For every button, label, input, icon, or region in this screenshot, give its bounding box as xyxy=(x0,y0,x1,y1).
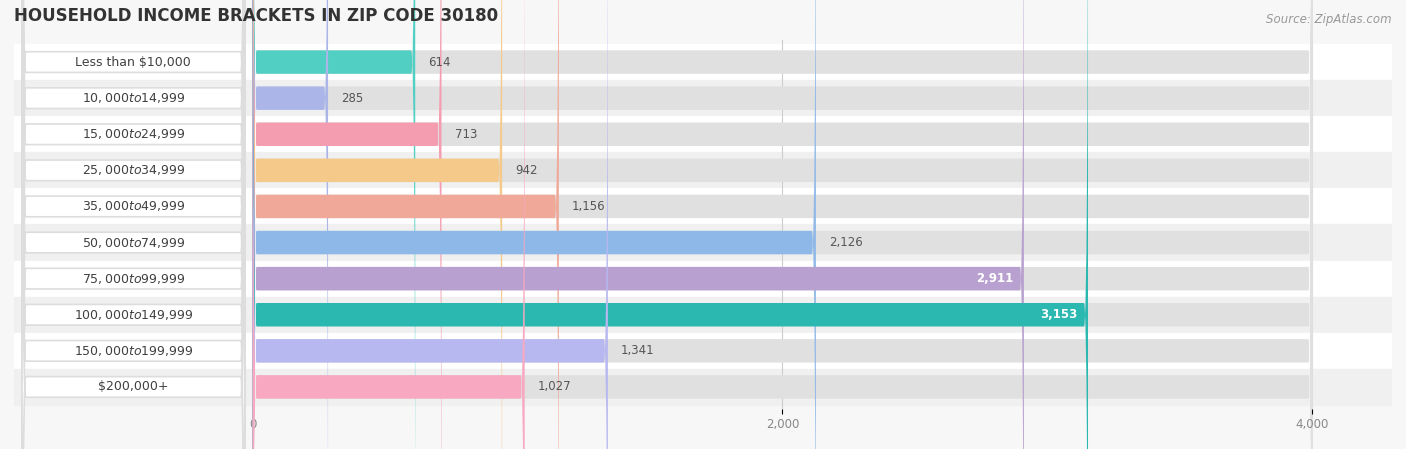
FancyBboxPatch shape xyxy=(253,0,1312,449)
Text: 1,027: 1,027 xyxy=(538,380,572,393)
Bar xyxy=(14,80,1392,116)
Text: 1,341: 1,341 xyxy=(621,344,655,357)
FancyBboxPatch shape xyxy=(253,0,1312,449)
FancyBboxPatch shape xyxy=(22,0,245,449)
Bar xyxy=(14,297,1392,333)
Bar xyxy=(14,260,1392,297)
FancyBboxPatch shape xyxy=(253,0,1312,449)
FancyBboxPatch shape xyxy=(253,0,524,449)
Text: $25,000 to $34,999: $25,000 to $34,999 xyxy=(82,163,186,177)
Text: 942: 942 xyxy=(516,164,538,177)
FancyBboxPatch shape xyxy=(22,0,245,449)
FancyBboxPatch shape xyxy=(22,0,245,449)
FancyBboxPatch shape xyxy=(22,0,245,449)
Text: $15,000 to $24,999: $15,000 to $24,999 xyxy=(82,127,186,141)
FancyBboxPatch shape xyxy=(253,0,607,449)
Text: $100,000 to $149,999: $100,000 to $149,999 xyxy=(73,308,193,322)
Bar xyxy=(14,152,1392,189)
FancyBboxPatch shape xyxy=(253,0,1312,449)
Text: 2,126: 2,126 xyxy=(830,236,863,249)
FancyBboxPatch shape xyxy=(22,0,245,449)
FancyBboxPatch shape xyxy=(253,0,328,449)
FancyBboxPatch shape xyxy=(253,0,441,449)
Bar xyxy=(14,333,1392,369)
FancyBboxPatch shape xyxy=(253,0,815,449)
FancyBboxPatch shape xyxy=(22,0,245,449)
FancyBboxPatch shape xyxy=(253,0,1312,449)
Bar xyxy=(14,369,1392,405)
FancyBboxPatch shape xyxy=(22,0,245,449)
FancyBboxPatch shape xyxy=(22,0,245,449)
FancyBboxPatch shape xyxy=(253,0,1312,449)
Text: $75,000 to $99,999: $75,000 to $99,999 xyxy=(82,272,186,286)
FancyBboxPatch shape xyxy=(22,0,245,449)
FancyBboxPatch shape xyxy=(253,0,1088,449)
Text: Source: ZipAtlas.com: Source: ZipAtlas.com xyxy=(1267,13,1392,26)
Text: $35,000 to $49,999: $35,000 to $49,999 xyxy=(82,199,186,213)
FancyBboxPatch shape xyxy=(253,0,415,449)
Text: $10,000 to $14,999: $10,000 to $14,999 xyxy=(82,91,186,105)
Text: 1,156: 1,156 xyxy=(572,200,606,213)
Text: 614: 614 xyxy=(429,56,451,69)
Text: $150,000 to $199,999: $150,000 to $199,999 xyxy=(73,344,193,358)
FancyBboxPatch shape xyxy=(22,0,245,449)
Text: 2,911: 2,911 xyxy=(976,272,1014,285)
Bar xyxy=(14,224,1392,260)
FancyBboxPatch shape xyxy=(253,0,1024,449)
FancyBboxPatch shape xyxy=(253,0,1312,449)
FancyBboxPatch shape xyxy=(253,0,1312,449)
FancyBboxPatch shape xyxy=(253,0,558,449)
Bar xyxy=(14,189,1392,224)
Text: $50,000 to $74,999: $50,000 to $74,999 xyxy=(82,236,186,250)
Text: 285: 285 xyxy=(342,92,364,105)
Bar xyxy=(14,116,1392,152)
Text: 713: 713 xyxy=(454,128,477,141)
Text: HOUSEHOLD INCOME BRACKETS IN ZIP CODE 30180: HOUSEHOLD INCOME BRACKETS IN ZIP CODE 30… xyxy=(14,7,498,25)
Text: 3,153: 3,153 xyxy=(1040,308,1077,321)
FancyBboxPatch shape xyxy=(253,0,1312,449)
Bar xyxy=(14,44,1392,80)
Text: $200,000+: $200,000+ xyxy=(98,380,169,393)
FancyBboxPatch shape xyxy=(253,0,1312,449)
FancyBboxPatch shape xyxy=(253,0,502,449)
Text: Less than $10,000: Less than $10,000 xyxy=(76,56,191,69)
